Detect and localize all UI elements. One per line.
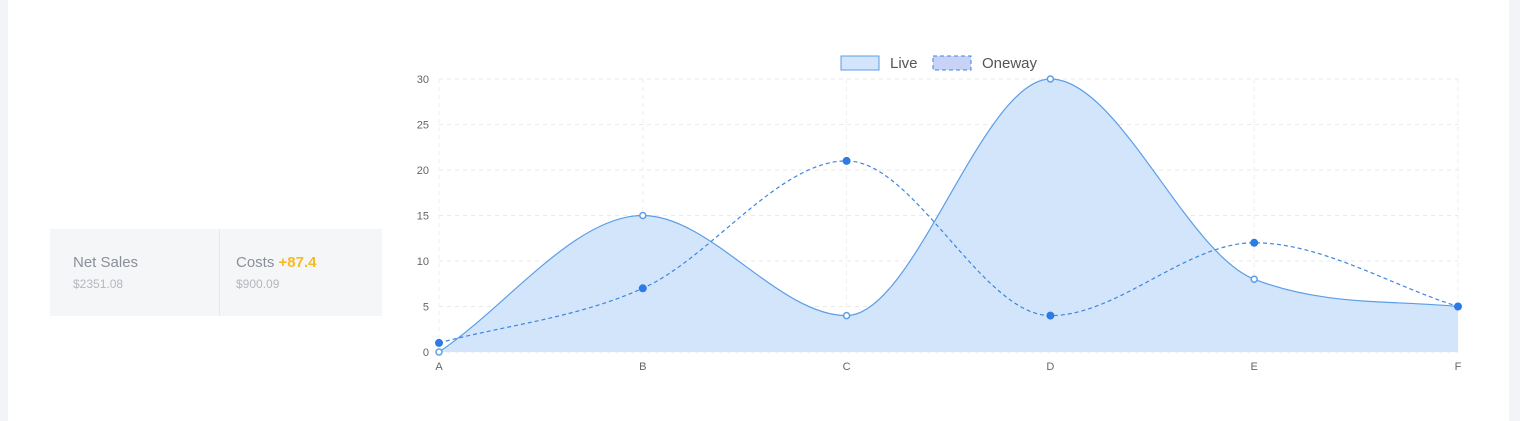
oneway-point — [1454, 302, 1462, 311]
live-point — [1046, 75, 1055, 83]
live-point — [842, 311, 851, 320]
y-tick-label: 0 — [423, 347, 429, 359]
stats-card: Net Sales $2351.08 Costs +87.4 $900.09 — [50, 229, 382, 316]
legend-label-live: Live — [890, 55, 918, 72]
x-tick-label: C — [843, 361, 851, 373]
y-tick-label: 15 — [417, 211, 429, 223]
x-tick-label: D — [1046, 361, 1054, 373]
legend-swatch-oneway — [932, 55, 972, 71]
oneway-point — [1046, 311, 1055, 320]
y-tick-label: 20 — [417, 165, 429, 177]
chart-legend: Live Oneway — [840, 55, 1038, 72]
oneway-point — [1250, 238, 1259, 247]
legend-swatch-live — [840, 55, 880, 71]
x-tick-label: B — [639, 361, 646, 373]
net-sales-value: $2351.08 — [73, 277, 124, 291]
costs-value: $900.09 — [236, 277, 280, 291]
net-sales-label: Net Sales — [73, 254, 139, 271]
live-point — [1250, 275, 1258, 283]
costs-stat: Costs +87.4 $900.09 — [219, 229, 382, 316]
net-sales-stat: Net Sales $2351.08 — [50, 229, 219, 316]
x-tick-label: F — [1455, 361, 1462, 373]
costs-delta: +87.4 — [278, 254, 317, 271]
y-tick-label: 10 — [417, 256, 429, 268]
oneway-point — [842, 156, 851, 165]
costs-label: Costs — [236, 254, 275, 271]
live-point — [435, 348, 443, 356]
legend-label-oneway: Oneway — [982, 55, 1038, 72]
y-tick-label: 25 — [417, 120, 429, 132]
x-tick-label: A — [435, 361, 443, 373]
oneway-point — [638, 284, 647, 293]
y-tick-label: 5 — [423, 302, 429, 314]
oneway-point — [435, 338, 443, 347]
live-area-fill — [439, 79, 1458, 352]
y-tick-label: 30 — [417, 74, 429, 86]
x-tick-label: E — [1251, 361, 1258, 373]
live-point — [639, 211, 647, 220]
oneway-series-line — [438, 160, 1459, 344]
